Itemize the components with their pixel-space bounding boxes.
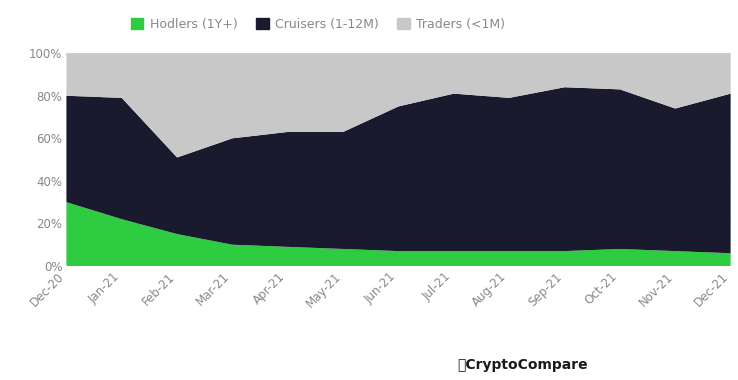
Legend: Hodlers (1Y+), Cruisers (1-12M), Traders (<1M): Hodlers (1Y+), Cruisers (1-12M), Traders… [125, 13, 510, 36]
Text: ⓂCryptoCompare: ⓂCryptoCompare [458, 358, 588, 372]
